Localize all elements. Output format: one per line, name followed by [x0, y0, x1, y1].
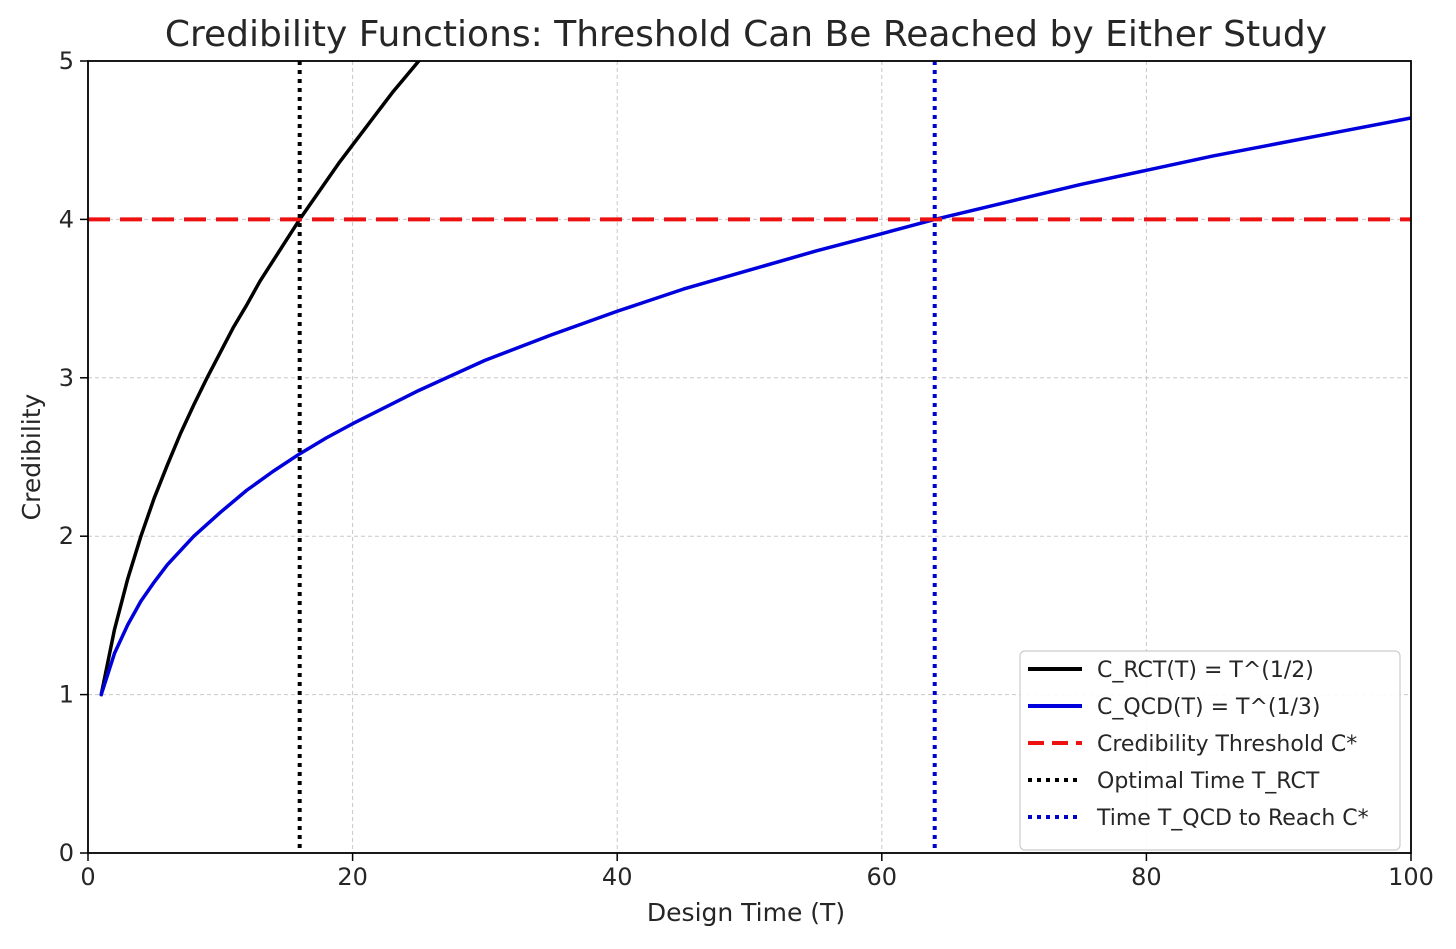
plot-frame	[87, 60, 1412, 854]
series-line	[99, 116, 1411, 697]
legend-label: C_RCT(T) = T^(1/2)	[1097, 658, 1314, 683]
legend-label: Optimal Time T_RCT	[1097, 769, 1320, 794]
y-tick-label: 4	[59, 205, 74, 233]
ticks-layer: 0 20 40 60 80 100 0 1 2 3 4 5	[59, 47, 1434, 891]
x-tick-label: 0	[80, 863, 95, 891]
y-tick-label: 2	[59, 522, 74, 550]
x-tick-label: 20	[337, 863, 368, 891]
x-tick-label: 40	[602, 863, 633, 891]
x-tick-label: 100	[1388, 863, 1434, 891]
legend: C_RCT(T) = T^(1/2) C_QCD(T) = T^(1/3) Cred…	[1019, 650, 1401, 851]
legend-label: Time T_QCD to Reach C*	[1096, 806, 1369, 831]
y-tick-label: 0	[59, 839, 74, 867]
chart-title: Credibility Functions: Threshold Can Be …	[165, 14, 1327, 55]
y-axis-label: Credibility	[17, 393, 46, 520]
y-tick-label: 3	[59, 364, 74, 392]
legend-label: C_QCD(T) = T^(1/3)	[1097, 695, 1320, 720]
x-tick-label: 60	[867, 863, 898, 891]
axes-layer	[87, 60, 1412, 854]
series-line	[99, 61, 422, 697]
series-layer	[88, 61, 1411, 853]
legend-box	[1019, 650, 1401, 851]
y-tick-label: 5	[59, 47, 74, 75]
x-tick-label: 80	[1131, 863, 1162, 891]
y-tick-label: 1	[59, 681, 74, 709]
x-axis-label: Design Time (T)	[647, 898, 845, 927]
legend-label: Credibility Threshold C*	[1097, 732, 1357, 757]
